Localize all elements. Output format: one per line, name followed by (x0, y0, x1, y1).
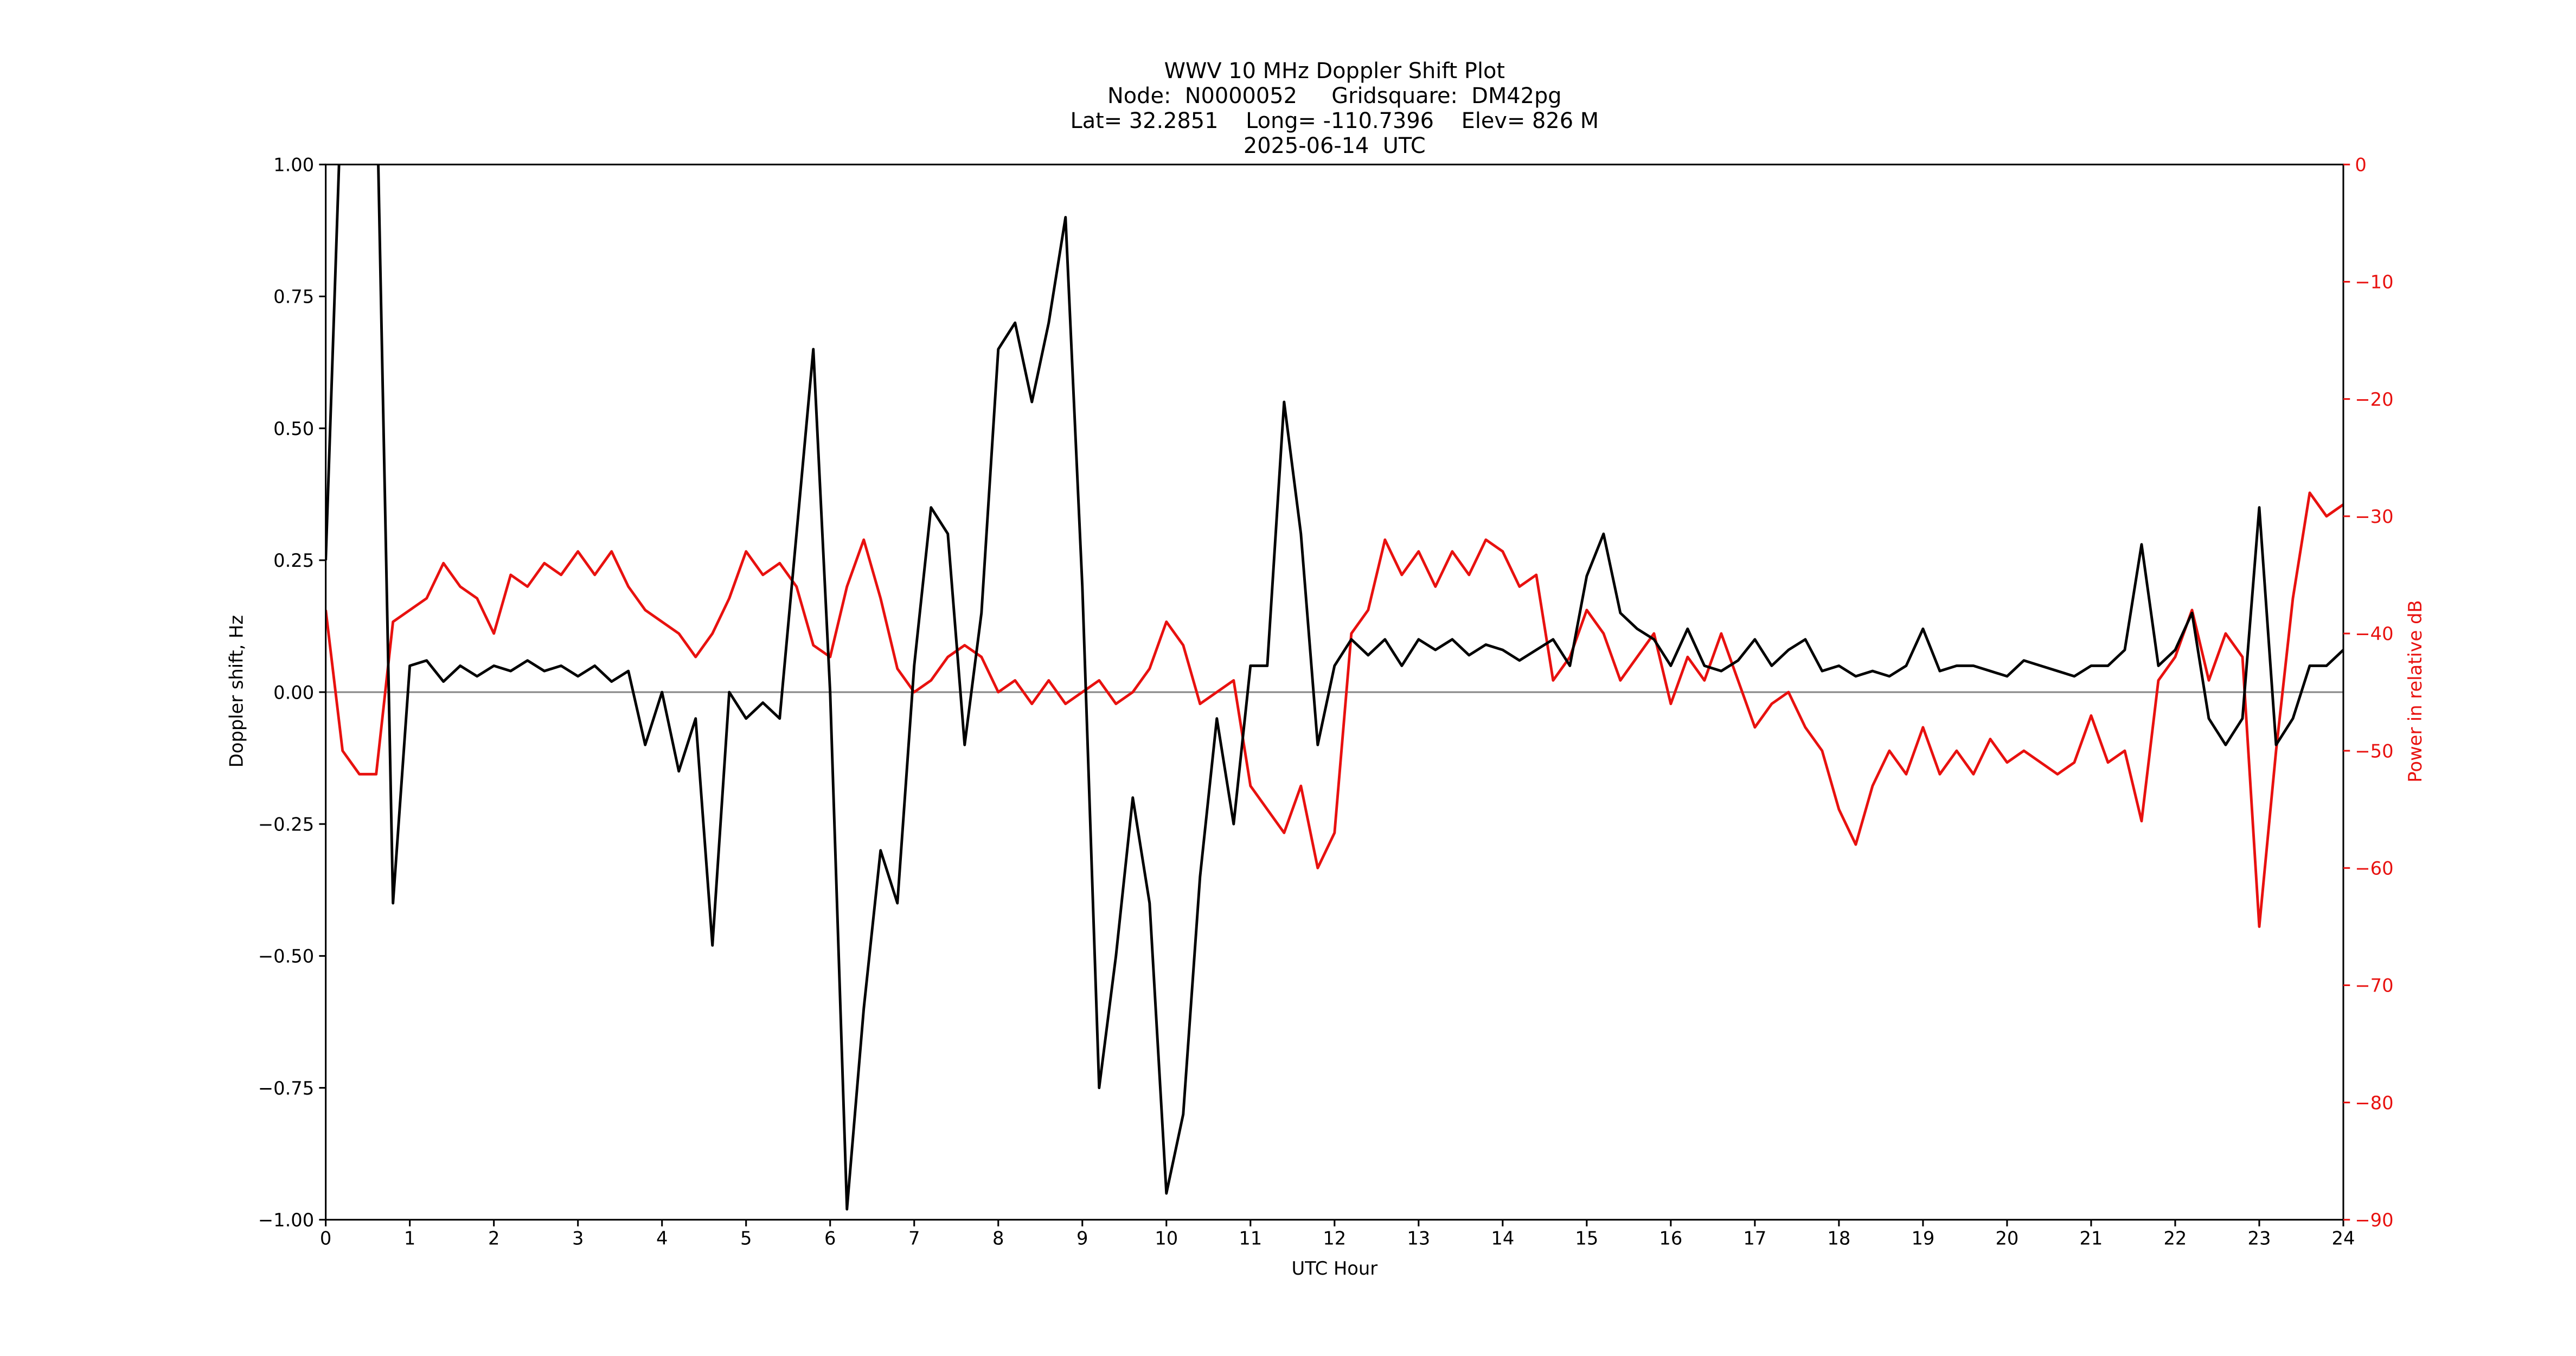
chart-subtitle: Node: N0000052 Gridsquare: DM42pg (1107, 84, 1562, 108)
x-tick-label: 7 (908, 1228, 920, 1249)
x-tick-label: 6 (824, 1228, 836, 1249)
y-tick-label: 0.75 (273, 286, 314, 308)
x-tick-label: 15 (1575, 1228, 1598, 1249)
x-tick-label: 16 (1659, 1228, 1682, 1249)
y-tick-label: 0.25 (273, 550, 314, 571)
chart-subtitle: 2025-06-14 UTC (1244, 133, 1426, 158)
y-tick-label: 0.00 (273, 682, 314, 703)
x-tick-label: 22 (2164, 1228, 2187, 1249)
x-tick-label: 20 (1995, 1228, 2018, 1249)
y2-tick-label: −40 (2355, 623, 2393, 644)
x-tick-label: 18 (1827, 1228, 1850, 1249)
y2-tick-label: −50 (2355, 740, 2393, 762)
x-tick-label: 24 (2332, 1228, 2355, 1249)
y2-axis-label: Power in relative dB (2405, 600, 2426, 782)
y2-tick-label: −80 (2355, 1092, 2393, 1114)
y-axis-label: Doppler shift, Hz (226, 615, 247, 767)
x-axis-label: UTC Hour (1291, 1258, 1377, 1279)
x-tick-label: 23 (2248, 1228, 2271, 1249)
x-tick-label: 12 (1323, 1228, 1346, 1249)
plot-area (325, 164, 2343, 1211)
y-tick-label: −0.50 (258, 946, 314, 967)
y2-tick-label: −60 (2355, 858, 2393, 879)
y2-tick-label: −10 (2355, 272, 2393, 293)
y-tick-label: −0.25 (258, 814, 314, 835)
x-tick-label: 8 (992, 1228, 1004, 1249)
x-tick-label: 10 (1155, 1228, 1178, 1249)
x-tick-label: 21 (2079, 1228, 2103, 1249)
x-tick-label: 0 (320, 1228, 331, 1249)
x-tick-label: 1 (404, 1228, 415, 1249)
y-tick-label: 0.50 (273, 418, 314, 439)
x-tick-label: 14 (1491, 1228, 1514, 1249)
y2-tick-label: 0 (2355, 155, 2366, 176)
y-tick-label: −0.75 (258, 1078, 314, 1099)
y-tick-label: 1.00 (273, 155, 314, 176)
y2-tick-label: −20 (2355, 389, 2393, 410)
x-tick-label: 13 (1407, 1228, 1430, 1249)
chart-subtitle: Lat= 32.2851 Long= -110.7396 Elev= 826 M (1071, 108, 1599, 133)
x-tick-label: 17 (1743, 1228, 1766, 1249)
series-line (325, 164, 2343, 1211)
chart-title: WWV 10 MHz Doppler Shift Plot (1164, 59, 1505, 84)
x-tick-label: 2 (488, 1228, 499, 1249)
y-tick-label: −1.00 (258, 1210, 314, 1231)
x-tick-label: 3 (572, 1228, 584, 1249)
series-line (325, 491, 2343, 928)
y2-tick-label: −30 (2355, 506, 2393, 527)
y2-tick-label: −90 (2355, 1210, 2393, 1231)
x-tick-label: 19 (1911, 1228, 1934, 1249)
x-tick-label: 9 (1076, 1228, 1088, 1249)
y2-tick-label: −70 (2355, 975, 2393, 996)
x-tick-label: 4 (656, 1228, 668, 1249)
x-tick-label: 11 (1239, 1228, 1262, 1249)
x-tick-label: 5 (740, 1228, 752, 1249)
